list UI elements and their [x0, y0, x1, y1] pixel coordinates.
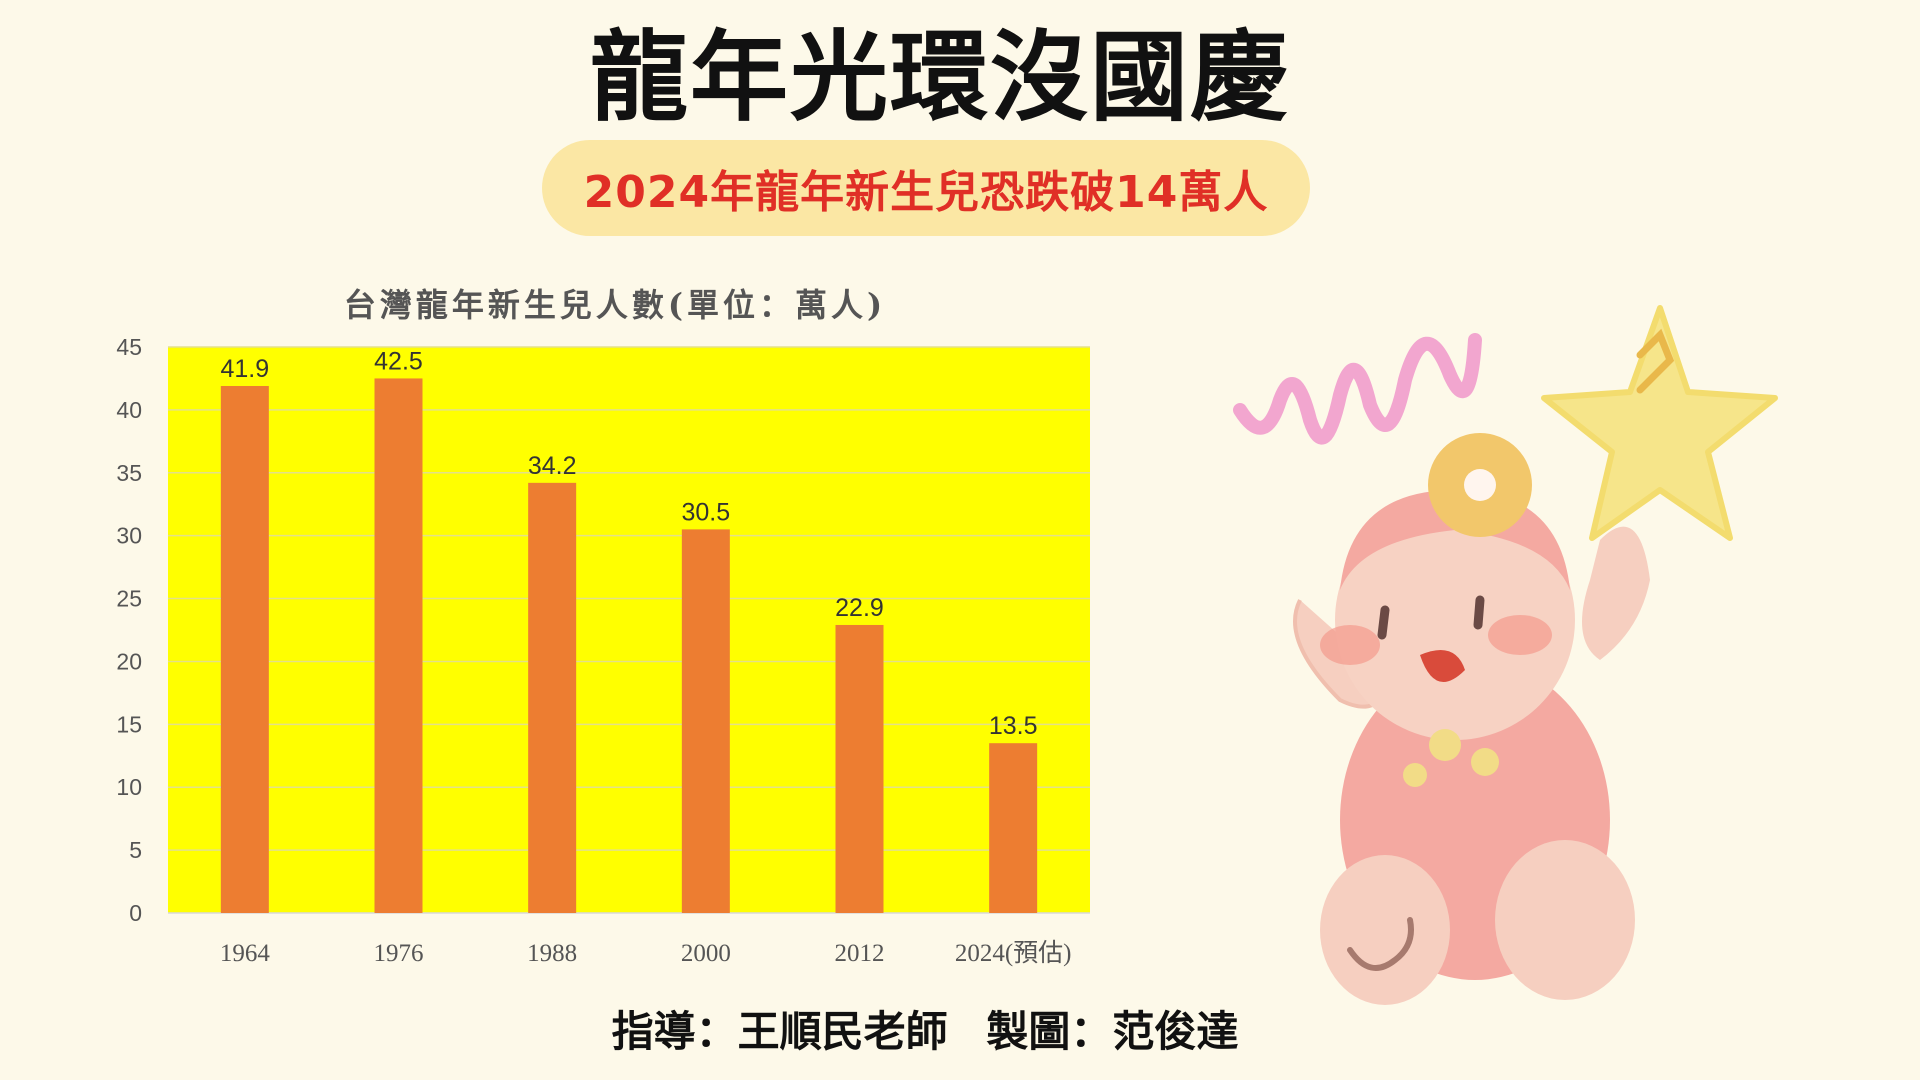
- maker-credit: 製圖：范俊達: [986, 1007, 1239, 1056]
- right-eye: [1473, 595, 1485, 630]
- bar: [681, 529, 730, 913]
- page-subtitle: 2024年龍年新生兒恐跌破14萬人: [583, 167, 1269, 218]
- open-mouth: [1420, 650, 1465, 682]
- bar: [989, 743, 1038, 913]
- y-tick-label: 45: [116, 334, 142, 360]
- data-label: 22.9: [835, 594, 884, 622]
- data-label: 41.9: [220, 355, 269, 383]
- y-tick-label: 35: [116, 460, 142, 486]
- x-tick-label: 2000: [681, 940, 731, 967]
- baby-and-star-illustration: [1233, 305, 1778, 1005]
- bar: [374, 378, 423, 913]
- x-tick-label: 1976: [374, 940, 424, 967]
- y-tick-label: 20: [116, 648, 142, 674]
- page-title: 龍年光環沒國慶: [589, 21, 1290, 135]
- data-label: 30.5: [681, 498, 730, 526]
- x-tick-label: 2024(預估): [955, 939, 1072, 967]
- x-tick-label: 2012: [835, 940, 885, 967]
- chart-title: 台灣龍年新生兒人數(單位：萬人): [343, 286, 887, 324]
- x-tick-label: 1964: [220, 940, 271, 967]
- x-tick-label: 1988: [527, 940, 577, 967]
- bar: [220, 385, 269, 914]
- data-label: 42.5: [374, 347, 423, 375]
- y-tick-label: 5: [129, 837, 142, 863]
- bar: [835, 624, 884, 913]
- y-tick-label: 40: [116, 397, 142, 423]
- y-tick-label: 15: [116, 711, 142, 737]
- bar-chart: 0 5 10 15 20 25 30 35 40 45 41.9 1964 42.5 1976 34.2 19…: [116, 334, 1090, 967]
- y-tick-label: 25: [116, 586, 142, 612]
- subtitle-pill: 2024年龍年新生兒恐跌破14萬人: [542, 140, 1310, 236]
- plot-area: [168, 347, 1090, 913]
- credits: 指導：王順民老師 製圖：范俊達: [0, 998, 1850, 1059]
- star-icon: [1541, 305, 1778, 541]
- data-label: 13.5: [989, 712, 1038, 740]
- bar: [528, 482, 577, 913]
- data-label: 34.2: [528, 452, 577, 480]
- left-eye: [1377, 605, 1390, 640]
- y-tick-label: 0: [129, 900, 142, 926]
- y-tick-label: 10: [116, 774, 142, 800]
- advisor-credit: 指導：王順民老師: [611, 1007, 948, 1056]
- y-tick-label: 30: [116, 523, 142, 549]
- squiggle-decoration: [1233, 333, 1482, 445]
